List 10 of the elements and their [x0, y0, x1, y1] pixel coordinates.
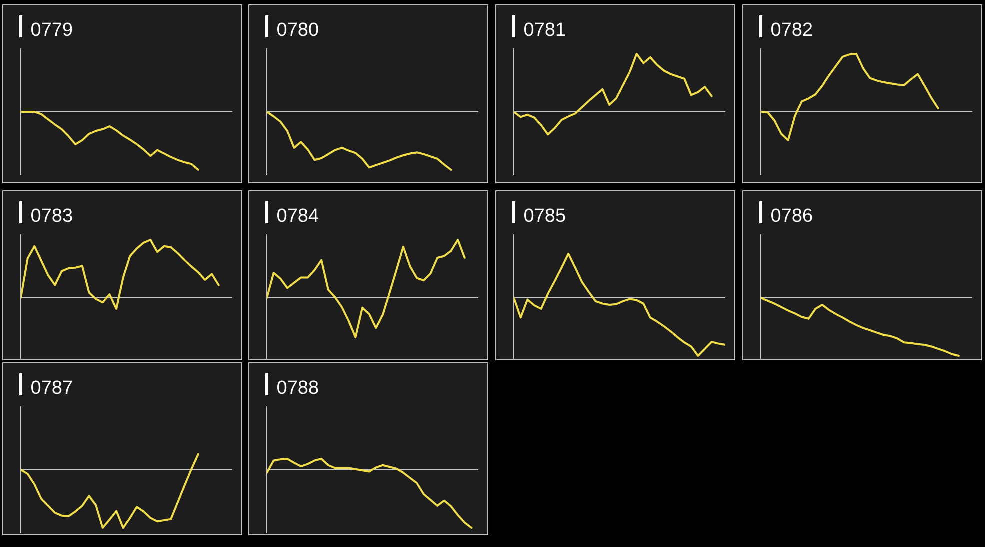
chart-title: 0787	[32, 380, 72, 394]
chart-title: 0784	[278, 208, 318, 222]
chart-title: 0779	[32, 22, 72, 36]
chart-title: 0786	[772, 208, 812, 222]
chart-title: 0781	[524, 22, 566, 36]
chart-title: 0782	[772, 22, 812, 36]
chart-title: 0788	[278, 380, 318, 394]
chart-title: 0783	[32, 208, 72, 222]
chart-title: 0780	[278, 22, 318, 36]
chart-title: 0785	[524, 208, 566, 222]
